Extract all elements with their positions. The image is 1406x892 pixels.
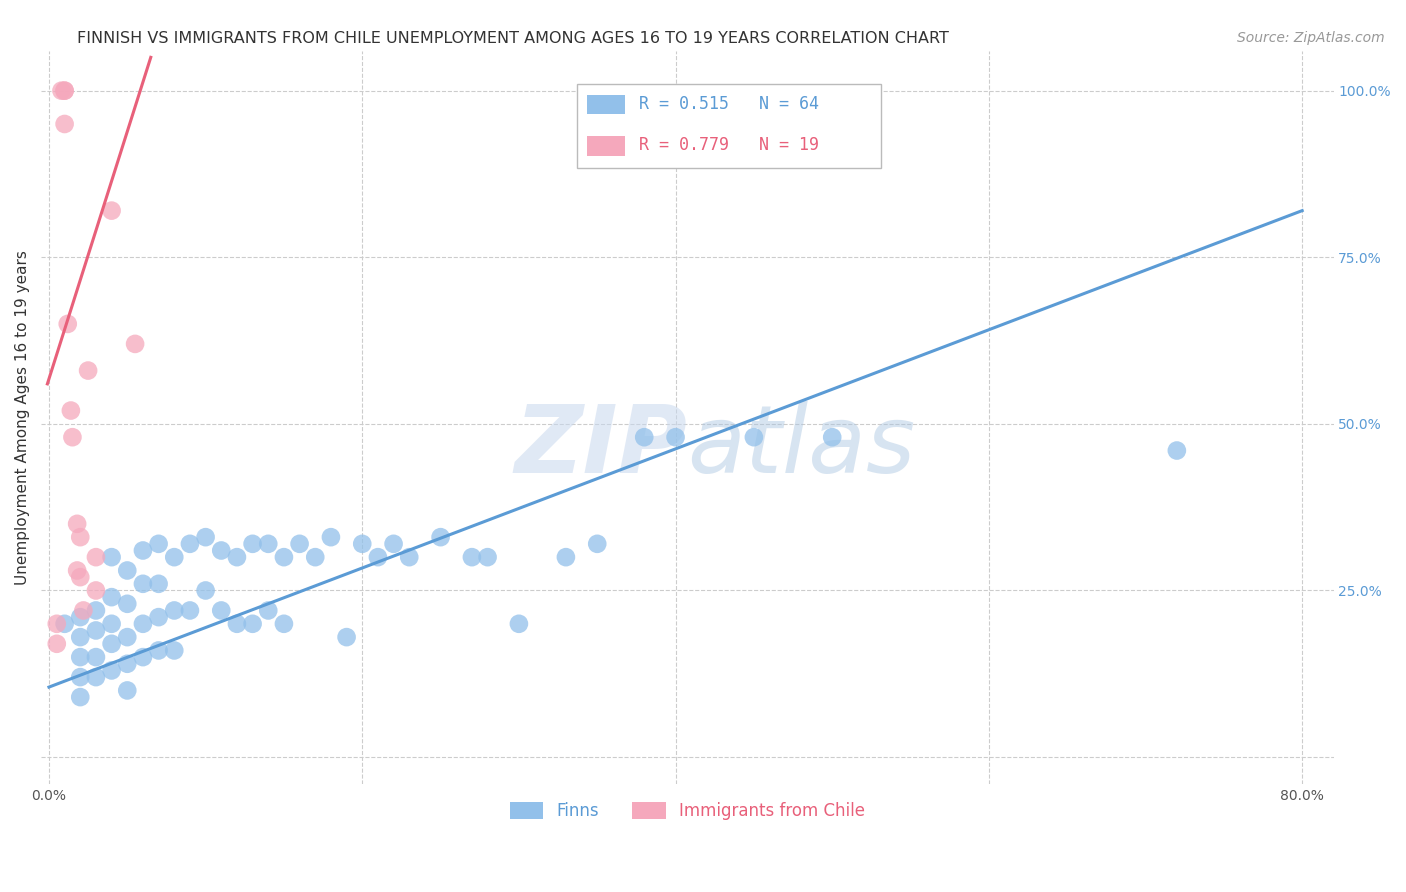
Point — [209, 543, 232, 558]
Point — [273, 616, 295, 631]
Point — [84, 603, 107, 617]
Point — [179, 603, 201, 617]
Point — [69, 650, 91, 665]
Point — [53, 84, 76, 98]
Point — [163, 643, 186, 657]
Point — [242, 616, 264, 631]
Point — [66, 516, 89, 531]
Point — [69, 570, 91, 584]
Point — [66, 564, 89, 578]
Point — [288, 537, 311, 551]
Point — [117, 564, 139, 578]
Point — [132, 576, 155, 591]
Point — [742, 430, 765, 444]
Point — [72, 603, 94, 617]
Point — [242, 537, 264, 551]
Point — [319, 530, 342, 544]
Point — [53, 117, 76, 131]
Point — [84, 583, 107, 598]
Point — [84, 670, 107, 684]
Text: Source: ZipAtlas.com: Source: ZipAtlas.com — [1237, 31, 1385, 45]
Point — [53, 84, 76, 98]
Text: R = 0.779   N = 19: R = 0.779 N = 19 — [640, 136, 820, 154]
Point — [69, 530, 91, 544]
Point — [117, 683, 139, 698]
Point — [59, 403, 82, 417]
Y-axis label: Unemployment Among Ages 16 to 19 years: Unemployment Among Ages 16 to 19 years — [15, 250, 30, 584]
Point — [100, 616, 122, 631]
Point — [84, 650, 107, 665]
Point — [664, 430, 686, 444]
Point — [148, 643, 170, 657]
Point — [554, 550, 576, 565]
Point — [461, 550, 484, 565]
FancyBboxPatch shape — [578, 84, 882, 168]
Point — [508, 616, 530, 631]
Point — [132, 650, 155, 665]
Point — [45, 616, 67, 631]
Text: atlas: atlas — [688, 401, 915, 492]
Point — [163, 603, 186, 617]
Point — [100, 664, 122, 678]
Point — [100, 590, 122, 604]
Point — [148, 537, 170, 551]
Point — [100, 550, 122, 565]
Point — [117, 630, 139, 644]
Point — [53, 616, 76, 631]
Point — [132, 616, 155, 631]
Point — [367, 550, 389, 565]
Point — [273, 550, 295, 565]
Text: R = 0.515   N = 64: R = 0.515 N = 64 — [640, 95, 820, 113]
Text: FINNISH VS IMMIGRANTS FROM CHILE UNEMPLOYMENT AMONG AGES 16 TO 19 YEARS CORRELAT: FINNISH VS IMMIGRANTS FROM CHILE UNEMPLO… — [77, 31, 949, 46]
Point — [51, 84, 73, 98]
Point — [69, 690, 91, 705]
Point — [1166, 443, 1188, 458]
Legend: Finns, Immigrants from Chile: Finns, Immigrants from Chile — [503, 795, 872, 827]
Point — [821, 430, 844, 444]
Point — [226, 550, 249, 565]
Point — [429, 530, 451, 544]
Point — [194, 530, 217, 544]
Point — [226, 616, 249, 631]
Point — [69, 670, 91, 684]
Point — [163, 550, 186, 565]
Point — [56, 317, 79, 331]
Point — [84, 550, 107, 565]
Point — [477, 550, 499, 565]
Point — [398, 550, 420, 565]
Point — [209, 603, 232, 617]
Point — [45, 637, 67, 651]
Point — [179, 537, 201, 551]
FancyBboxPatch shape — [586, 95, 626, 114]
Point — [132, 543, 155, 558]
Point — [100, 637, 122, 651]
Point — [148, 610, 170, 624]
Point — [586, 537, 609, 551]
Point — [148, 576, 170, 591]
Point — [117, 657, 139, 671]
Point — [117, 597, 139, 611]
Point — [382, 537, 405, 551]
Point — [124, 337, 146, 351]
Point — [77, 363, 100, 377]
Point — [336, 630, 359, 644]
FancyBboxPatch shape — [586, 136, 626, 155]
Point — [84, 624, 107, 638]
Text: ZIP: ZIP — [515, 401, 688, 492]
Point — [194, 583, 217, 598]
Point — [257, 603, 280, 617]
Point — [62, 430, 84, 444]
Point — [304, 550, 326, 565]
Point — [100, 203, 122, 218]
Point — [352, 537, 374, 551]
Point — [633, 430, 655, 444]
Point — [69, 630, 91, 644]
Point — [69, 610, 91, 624]
Point — [257, 537, 280, 551]
